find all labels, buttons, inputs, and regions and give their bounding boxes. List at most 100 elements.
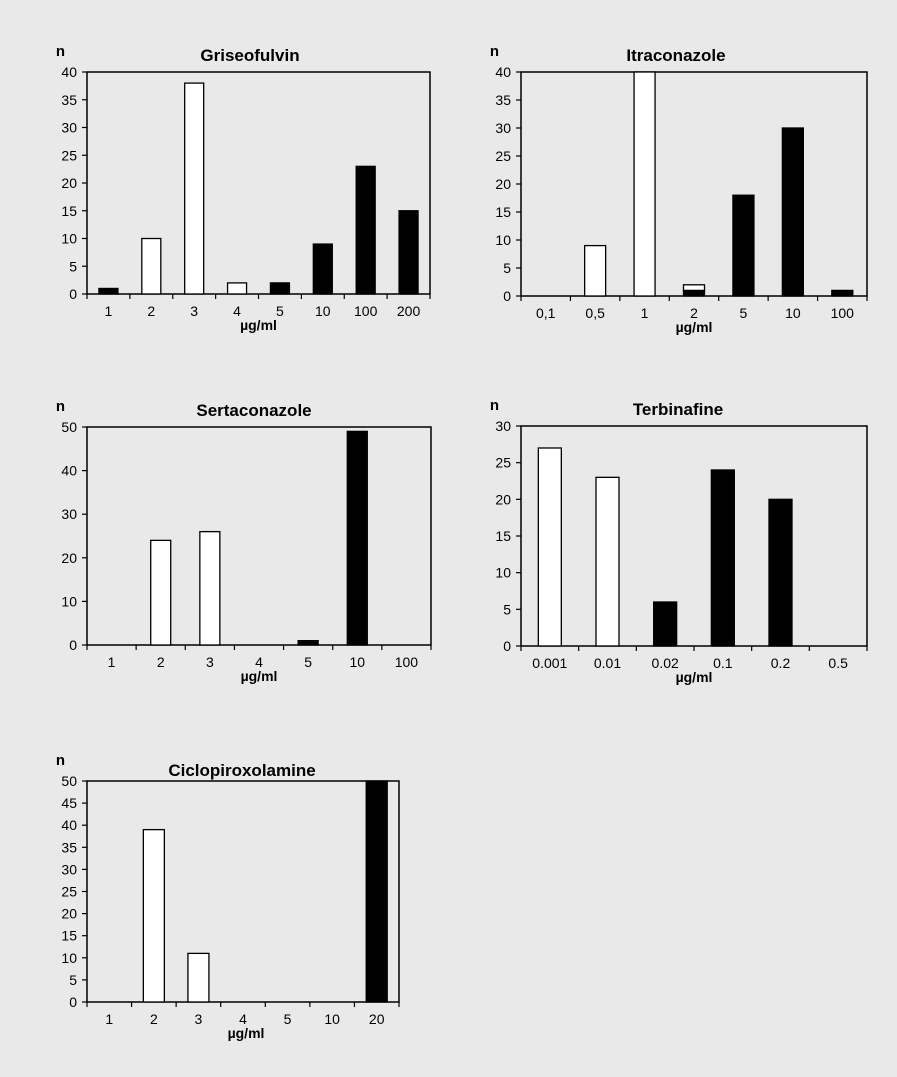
- terbinafine-bar-0-1: [710, 469, 735, 647]
- sertaconazole-y-tick-label: 10: [61, 593, 77, 609]
- griseofulvin-x-tick-label: 3: [190, 303, 198, 319]
- itraconazole-y-tick-label: 20: [495, 176, 511, 192]
- griseofulvin-x-tick-label: 200: [397, 303, 421, 319]
- griseofulvin-x-tick-label: 100: [354, 303, 378, 319]
- itraconazole-bar-1: [633, 71, 656, 297]
- griseofulvin-x-tick-label: 2: [147, 303, 155, 319]
- sertaconazole-y-axis-label: n: [56, 398, 65, 415]
- griseofulvin-x-tick-label: 5: [276, 303, 284, 319]
- terbinafine-bar-0-001: [537, 447, 562, 647]
- ciclopiroxolamine-y-tick-label: 0: [69, 994, 77, 1010]
- griseofulvin-title: Griseofulvin: [200, 46, 299, 65]
- griseofulvin-y-axis-label: n: [56, 43, 65, 60]
- ciclopiroxolamine-y-tick-label: 15: [61, 928, 77, 944]
- griseofulvin-y-tick-label: 10: [61, 231, 77, 247]
- griseofulvin-bar-4: [226, 282, 248, 295]
- griseofulvin-y-tick-label: 40: [61, 64, 77, 80]
- ciclopiroxolamine-bar-2: [142, 828, 166, 1003]
- sertaconazole-y-tick-label: 0: [69, 637, 77, 653]
- griseofulvin-bar-200: [398, 210, 419, 295]
- chart-terbinafine: Terbinafine n 0 5 10 15 20 25 30 0.001 0.01 0.02 0.1…: [490, 397, 868, 685]
- terbinafine-title: Terbinafine: [633, 400, 723, 419]
- chart-ciclopiroxolamine: Ciclopiroxolamine n 0 5 10 15 20 25 30 35 40 45 50 1 2…: [56, 752, 400, 1041]
- itraconazole-y-tick-label: 25: [495, 148, 511, 164]
- sertaconazole-y-tick-label: 20: [61, 550, 77, 566]
- itraconazole-y-tick-label: 0: [503, 288, 511, 304]
- terbinafine-x-tick-label: 0.01: [594, 655, 621, 671]
- itraconazole-bar-2-white: [682, 284, 706, 292]
- ciclopiroxolamine-y-tick-label: 25: [61, 884, 77, 900]
- sertaconazole-x-tick-label: 2: [157, 654, 165, 670]
- itraconazole-bar-5: [732, 194, 755, 297]
- sertaconazole-x-tick-label: 1: [108, 654, 116, 670]
- itraconazole-x-axis-label: µg/ml: [676, 319, 713, 335]
- itraconazole-x-tick-label: 1: [641, 305, 649, 321]
- itraconazole-y-tick-label: 15: [495, 204, 511, 220]
- itraconazole-x-tick-label: 0,5: [585, 305, 605, 321]
- griseofulvin-y-tick-label: 20: [61, 175, 77, 191]
- sertaconazole-y-tick-label: 50: [61, 419, 77, 435]
- ciclopiroxolamine-bar-3: [187, 952, 210, 1003]
- terbinafine-bar-0-2: [768, 498, 793, 647]
- ciclopiroxolamine-title: Ciclopiroxolamine: [168, 761, 315, 780]
- sertaconazole-bar-3: [199, 530, 221, 646]
- sertaconazole-x-tick-label: 4: [255, 654, 263, 670]
- chart-griseofulvin-svg: Griseofulvin n 0 5 10 15 20 25 30 35 40 1 2 3 4 5 10 100 2…: [56, 43, 431, 333]
- ciclopiroxolamine-x-tick-label: 5: [284, 1011, 292, 1027]
- itraconazole-x-tick-label: 10: [785, 305, 801, 321]
- terbinafine-y-tick-label: 30: [495, 418, 511, 434]
- griseofulvin-y-tick-label: 30: [61, 120, 77, 136]
- itraconazole-title: Itraconazole: [626, 46, 725, 65]
- sertaconazole-bar-10: [346, 430, 368, 646]
- itraconazole-x-tick-label: 0,1: [536, 305, 556, 321]
- terbinafine-x-tick-label: 0.5: [828, 655, 848, 671]
- terbinafine-x-tick-label: 0.02: [652, 655, 679, 671]
- ciclopiroxolamine-y-tick-label: 40: [61, 817, 77, 833]
- terbinafine-y-tick-label: 0: [503, 638, 511, 654]
- ciclopiroxolamine-y-tick-label: 20: [61, 906, 77, 922]
- terbinafine-x-axis-label: µg/ml: [676, 669, 713, 685]
- terbinafine-y-tick-label: 10: [495, 565, 511, 581]
- ciclopiroxolamine-plot-frame: [86, 780, 400, 1003]
- terbinafine-x-tick-label: 0.001: [532, 655, 567, 671]
- chart-itraconazole: Itraconazole n 0 5 10 15 20 25 30 35 40 0,1 0,5 1 2 5 10…: [0, 0, 897, 360]
- terbinafine-y-axis-label: n: [490, 397, 499, 414]
- itraconazole-bar-10: [781, 127, 805, 297]
- ciclopiroxolamine-y-tick-label: 50: [61, 773, 77, 789]
- terbinafine-y-tick-label: 25: [495, 455, 511, 471]
- terbinafine-x-tick-label: 0.1: [713, 655, 733, 671]
- sertaconazole-x-tick-label: 3: [206, 654, 214, 670]
- griseofulvin-x-tick-label: 10: [315, 303, 331, 319]
- griseofulvin-bar-1: [98, 287, 119, 295]
- sertaconazole-x-axis-label: µg/ml: [241, 668, 278, 684]
- ciclopiroxolamine-y-tick-label: 10: [61, 950, 77, 966]
- sertaconazole-y-tick-label: 30: [61, 506, 77, 522]
- chart-sertaconazole: Sertaconazole n 0 10 20 30 40 50 1 2 3 4 5 10 100 µg/ml: [0, 0, 450, 740]
- itraconazole-x-tick-label: 5: [740, 305, 748, 321]
- sertaconazole-x-tick-label: 10: [349, 654, 365, 670]
- griseofulvin-y-tick-label: 25: [61, 147, 77, 163]
- terbinafine-plot-frame: [520, 425, 868, 647]
- ciclopiroxolamine-bar-20: [365, 780, 388, 1003]
- terbinafine-x-tick-label: 0.2: [771, 655, 791, 671]
- ciclopiroxolamine-x-tick-label: 3: [195, 1011, 203, 1027]
- griseofulvin-y-tick-label: 5: [69, 258, 77, 274]
- terbinafine-y-tick-label: 15: [495, 528, 511, 544]
- ciclopiroxolamine-y-tick-label: 45: [61, 795, 77, 811]
- griseofulvin-x-axis-label: µg/ml: [240, 317, 277, 333]
- sertaconazole-bar-5: [297, 639, 319, 646]
- terbinafine-y-tick-label: 20: [495, 491, 511, 507]
- griseofulvin-y-tick-label: 15: [61, 203, 77, 219]
- itraconazole-y-tick-label: 30: [495, 120, 511, 136]
- griseofulvin-x-tick-label: 4: [233, 303, 241, 319]
- itraconazole-y-tick-label: 5: [503, 260, 511, 276]
- ciclopiroxolamine-x-tick-label: 4: [239, 1011, 247, 1027]
- sertaconazole-y-tick-label: 40: [61, 463, 77, 479]
- terbinafine-bar-0-02: [653, 601, 678, 647]
- ciclopiroxolamine-y-tick-label: 5: [69, 972, 77, 988]
- griseofulvin-x-tick-label: 1: [105, 303, 113, 319]
- ciclopiroxolamine-x-tick-label: 10: [324, 1011, 340, 1027]
- itraconazole-bar-100: [831, 289, 854, 297]
- chart-griseofulvin: Griseofulvin n 0 5 10 15 20 25 30 35 40 1 2 3 4 5 10 100 2…: [0, 0, 450, 360]
